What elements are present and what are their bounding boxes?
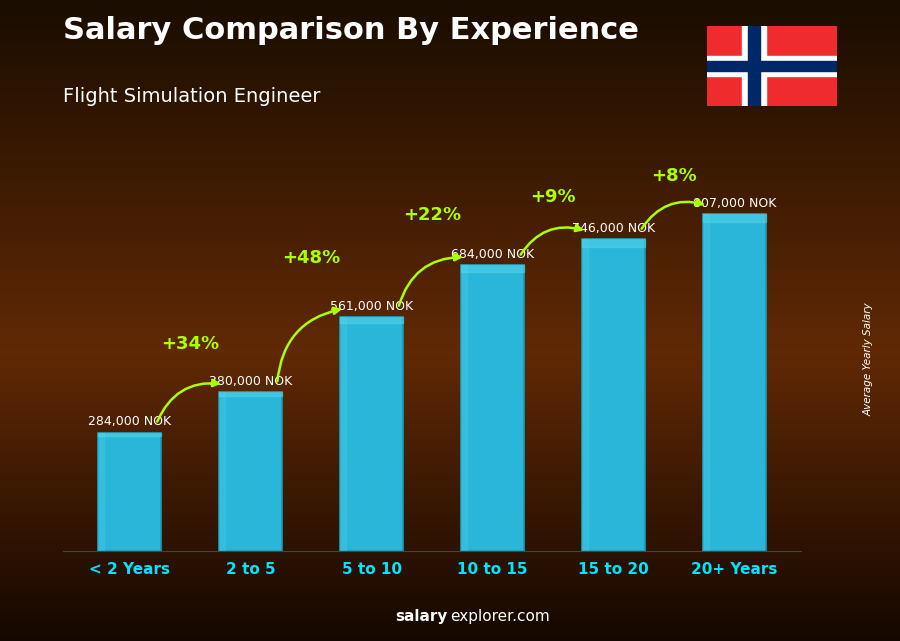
Bar <box>582 239 588 551</box>
Text: 746,000 NOK: 746,000 NOK <box>572 222 655 235</box>
Bar <box>706 61 837 71</box>
Text: +9%: +9% <box>530 188 576 206</box>
Bar <box>219 392 225 551</box>
Text: 561,000 NOK: 561,000 NOK <box>330 299 413 313</box>
Bar <box>98 433 161 435</box>
Text: 684,000 NOK: 684,000 NOK <box>451 248 534 261</box>
FancyArrowPatch shape <box>277 308 339 381</box>
Bar <box>461 265 467 551</box>
FancyArrowPatch shape <box>642 199 703 229</box>
FancyArrowPatch shape <box>520 225 581 254</box>
Bar <box>461 265 524 272</box>
Bar <box>219 392 282 396</box>
Text: salary: salary <box>395 609 447 624</box>
Bar <box>98 433 161 551</box>
Text: 807,000 NOK: 807,000 NOK <box>693 197 776 210</box>
Bar <box>582 239 645 247</box>
Bar <box>340 317 403 551</box>
FancyArrowPatch shape <box>399 254 460 306</box>
Bar <box>703 214 708 551</box>
Text: Flight Simulation Engineer: Flight Simulation Engineer <box>63 87 320 106</box>
Bar <box>461 265 524 551</box>
Bar <box>703 214 766 551</box>
Text: 284,000 NOK: 284,000 NOK <box>88 415 171 428</box>
Bar <box>98 433 104 551</box>
Text: +22%: +22% <box>403 206 461 224</box>
Bar <box>706 56 837 76</box>
Bar <box>742 26 766 106</box>
Bar <box>219 392 282 551</box>
Text: +34%: +34% <box>161 335 219 353</box>
Text: Average Yearly Salary: Average Yearly Salary <box>863 302 874 416</box>
Bar <box>340 317 403 322</box>
Text: Salary Comparison By Experience: Salary Comparison By Experience <box>63 16 639 45</box>
Bar <box>582 239 645 551</box>
Text: 380,000 NOK: 380,000 NOK <box>209 375 292 388</box>
Text: +48%: +48% <box>282 249 340 267</box>
FancyArrowPatch shape <box>158 380 219 422</box>
Text: explorer.com: explorer.com <box>450 609 550 624</box>
Bar <box>748 26 760 106</box>
Bar <box>703 214 766 222</box>
Bar <box>340 317 346 551</box>
Text: +8%: +8% <box>651 167 697 185</box>
